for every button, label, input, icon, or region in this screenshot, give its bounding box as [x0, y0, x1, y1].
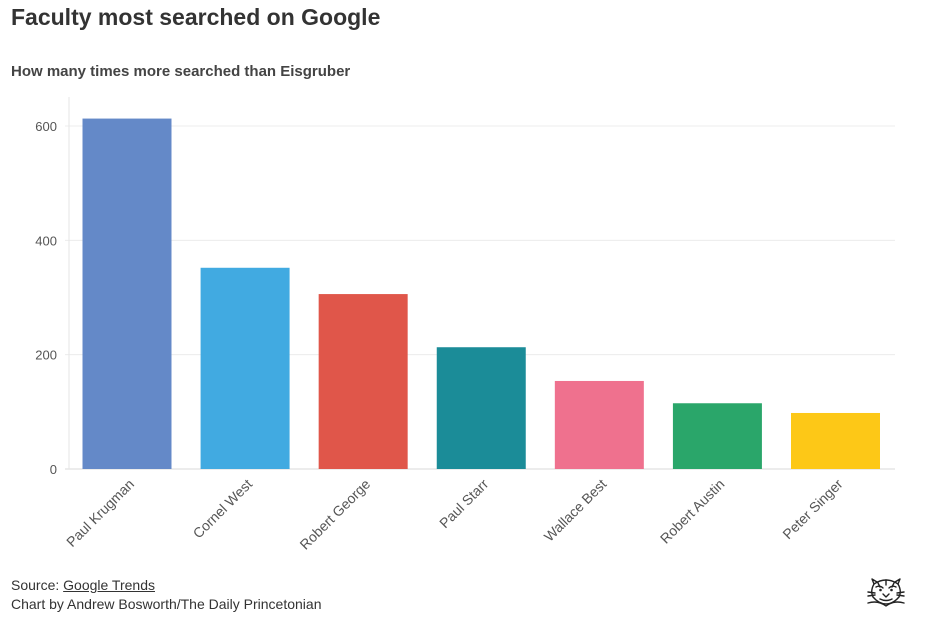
bar — [200, 267, 290, 469]
x-tick-label: Paul Starr — [436, 476, 492, 532]
source-link[interactable]: Google Trends — [63, 577, 155, 593]
chart-title: Faculty most searched on Google — [11, 4, 381, 30]
chart-credit: Chart by Andrew Bosworth/The Daily Princ… — [11, 596, 322, 612]
y-tick-label: 0 — [50, 462, 57, 477]
x-tick-label: Wallace Best — [541, 476, 610, 545]
chart-subtitle: How many times more searched than Eisgru… — [11, 63, 351, 80]
source-line: Source: Google Trends — [11, 576, 321, 595]
x-axis-labels: Paul Krugman Cornel West Robert George Paul… — [63, 476, 846, 553]
x-tick-label: Cornel West — [190, 476, 256, 542]
x-tick-label: Robert George — [296, 476, 373, 553]
bar-chart: 0 200 400 600 Paul Krugman Cornel West Robert… — [35, 97, 895, 553]
bar — [554, 380, 644, 469]
chart-footer: Source: Google Trends Chart by Andrew Bo… — [11, 576, 321, 614]
bar — [318, 294, 408, 469]
source-prefix: Source: — [11, 577, 64, 593]
y-tick-label: 200 — [35, 348, 57, 363]
bar — [672, 403, 762, 469]
y-tick-label: 600 — [35, 119, 57, 134]
bars — [82, 118, 880, 470]
bar — [791, 412, 880, 469]
x-tick-label: Paul Krugman — [63, 476, 137, 550]
x-tick-label: Peter Singer — [779, 476, 846, 543]
y-axis: 0 200 400 600 — [35, 97, 70, 477]
y-tick-label: 400 — [35, 233, 57, 248]
bar — [436, 347, 526, 469]
bar — [82, 118, 172, 470]
daily-princetonian-tiger-logo-icon — [867, 578, 905, 607]
x-tick-label: Robert Austin — [657, 476, 728, 547]
